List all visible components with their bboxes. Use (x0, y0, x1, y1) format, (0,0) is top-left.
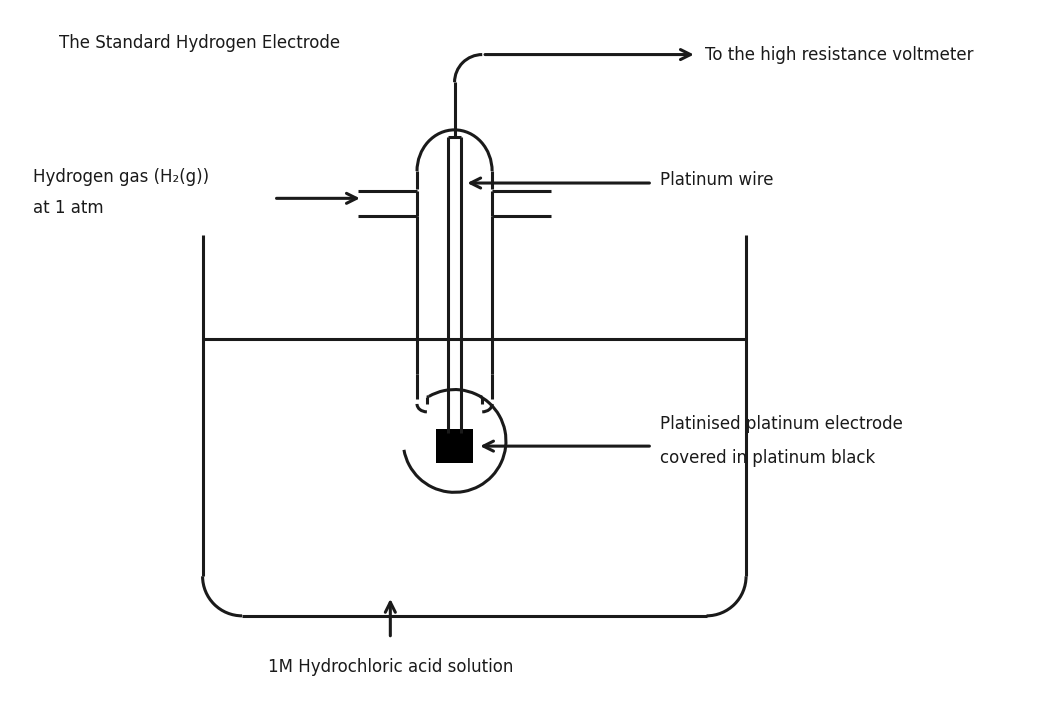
Bar (436, 429, 474, 463)
Text: covered in platinum black: covered in platinum black (660, 449, 876, 467)
Text: Platinum wire: Platinum wire (660, 171, 774, 189)
Text: 1M Hydrochloric acid solution: 1M Hydrochloric acid solution (268, 658, 513, 677)
Text: The Standard Hydrogen Electrode: The Standard Hydrogen Electrode (59, 34, 340, 51)
Text: To the high resistance voltmeter: To the high resistance voltmeter (705, 46, 973, 63)
Text: Platinised platinum electrode: Platinised platinum electrode (660, 415, 903, 434)
Text: at 1 atm: at 1 atm (33, 199, 103, 218)
Text: Hydrogen gas (H₂(g)): Hydrogen gas (H₂(g)) (33, 168, 209, 186)
